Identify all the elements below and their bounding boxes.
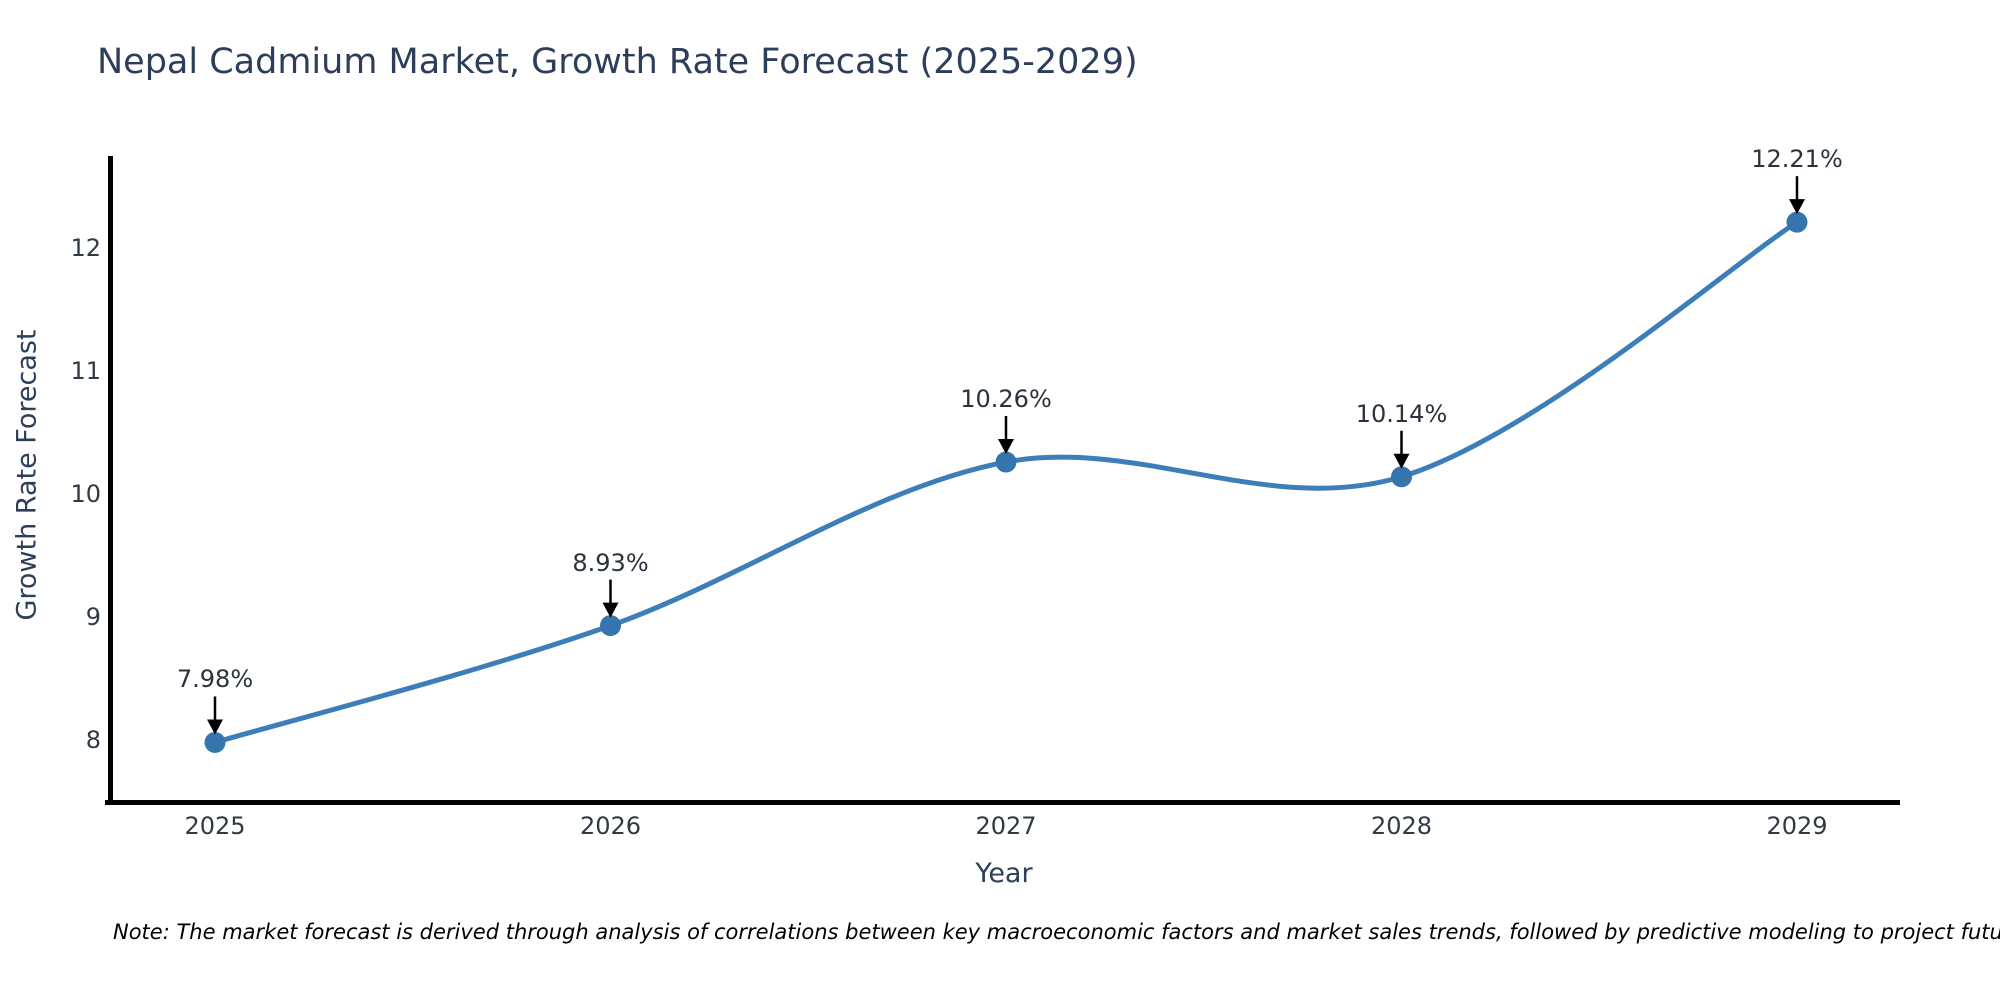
y-tick-label: 11 bbox=[70, 357, 101, 385]
data-point-marker bbox=[1786, 211, 1808, 233]
data-point-value-label: 7.98% bbox=[176, 665, 254, 694]
annotation-arrowhead-icon bbox=[998, 439, 1014, 455]
data-point-marker bbox=[600, 615, 621, 637]
chart-title: Nepal Cadmium Market, Growth Rate Foreca… bbox=[97, 42, 1138, 82]
x-tick-label: 2025 bbox=[184, 812, 246, 840]
footnote: Note: The market forecast is derived thr… bbox=[113, 920, 2000, 944]
x-axis-spine bbox=[105, 800, 1900, 805]
y-tick-label: 10 bbox=[70, 480, 101, 508]
y-tick-label: 9 bbox=[85, 603, 101, 631]
x-tick-label: 2026 bbox=[579, 812, 642, 840]
annotation-arrowhead-icon bbox=[207, 719, 223, 735]
x-tick-label: 2027 bbox=[975, 812, 1037, 840]
data-point-marker bbox=[1391, 466, 1412, 488]
y-tick-label: 8 bbox=[85, 726, 101, 754]
y-tick-label: 12 bbox=[70, 234, 101, 262]
y-axis-spine bbox=[108, 156, 113, 805]
x-axis-title: Year bbox=[975, 858, 1033, 889]
data-point-marker bbox=[204, 731, 226, 753]
data-point-value-label: 12.21% bbox=[1751, 145, 1843, 174]
annotation-arrowhead-icon bbox=[1393, 453, 1410, 469]
trend-line bbox=[212, 219, 1800, 745]
data-point-marker bbox=[995, 451, 1017, 473]
annotation-arrowhead-icon bbox=[1789, 199, 1805, 215]
data-point-value-label: 10.14% bbox=[1355, 399, 1448, 428]
data-point-value-label: 10.26% bbox=[960, 385, 1052, 414]
annotation-arrowhead-icon bbox=[602, 602, 619, 618]
x-tick-label: 2028 bbox=[1370, 812, 1433, 840]
x-tick-label: 2029 bbox=[1766, 812, 1828, 840]
data-point-value-label: 8.93% bbox=[572, 548, 649, 577]
